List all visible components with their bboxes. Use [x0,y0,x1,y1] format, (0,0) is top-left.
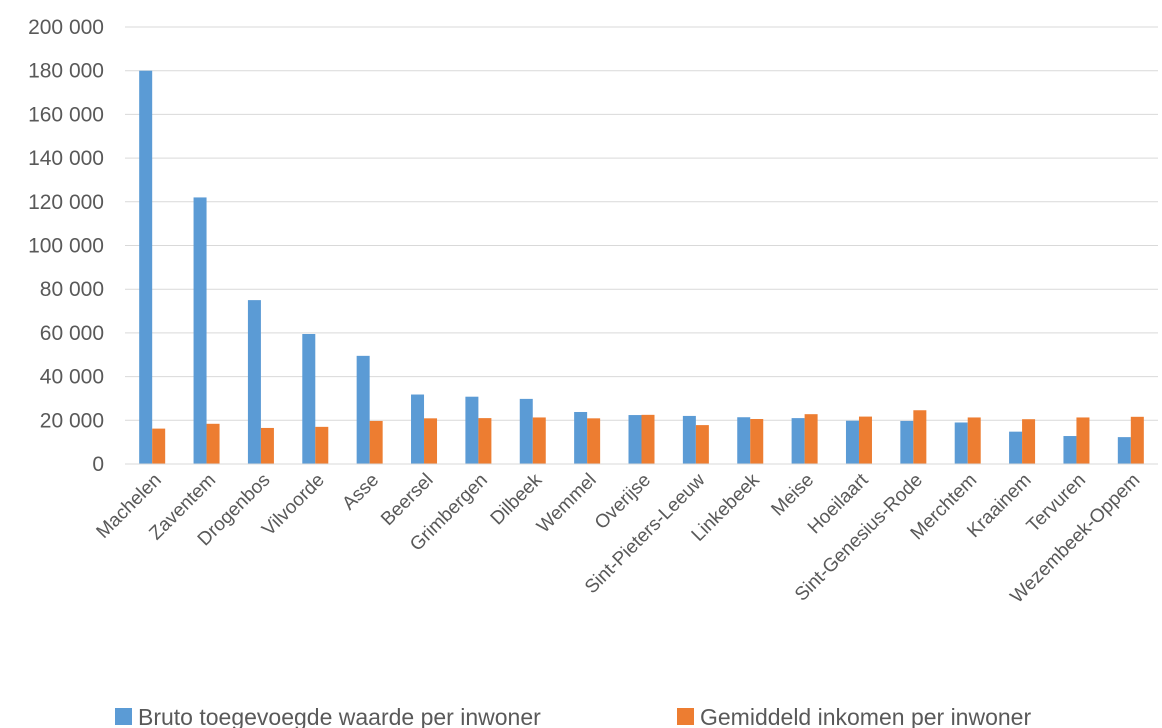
bar-bruto-toegevoegde-waarde [193,197,207,464]
bar-bruto-toegevoegde-waarde [1117,437,1131,464]
bar-bruto-toegevoegde-waarde [574,411,588,464]
bar-bruto-toegevoegde-waarde [954,422,968,464]
legend-swatch [677,708,694,725]
bar-bruto-toegevoegde-waarde [411,394,425,464]
y-tick-label: 20 000 [40,409,104,432]
bar-gemiddeld-inkomen [532,417,546,464]
y-tick-label: 100 000 [28,235,104,258]
x-tick-label: Asse [338,470,383,515]
y-tick-label: 40 000 [40,366,104,389]
bar-bruto-toegevoegde-waarde [791,418,805,464]
y-tick-label: 180 000 [28,60,104,83]
y-tick-label: 0 [92,453,104,476]
bar-bruto-toegevoegde-waarde [845,420,859,464]
bar-bruto-toegevoegde-waarde [139,70,153,464]
bar-gemiddeld-inkomen [750,418,764,464]
bar-gemiddeld-inkomen [913,410,927,464]
bar-gemiddeld-inkomen [858,416,872,464]
bar-bruto-toegevoegde-waarde [628,415,642,464]
bar-gemiddeld-inkomen [424,418,438,464]
y-tick-label: 80 000 [40,278,104,301]
bar-gemiddeld-inkomen [641,414,655,464]
y-axis-labels: 0 20 000 40 000 60 000 80 000 100 000 120 000 1… [28,16,104,476]
legend-swatch [115,708,132,725]
bar-bruto-toegevoegde-waarde [737,417,751,464]
bar-bruto-toegevoegde-waarde [1063,436,1077,464]
bar-gemiddeld-inkomen [206,423,220,464]
bar-bruto-toegevoegde-waarde [302,333,316,464]
bar-bruto-toegevoegde-waarde [356,355,370,464]
bar-gemiddeld-inkomen [587,418,601,464]
y-tick-label: 160 000 [28,103,104,126]
bar-gemiddeld-inkomen [369,420,383,464]
bar-bruto-toegevoegde-waarde [1009,431,1023,464]
bar-gemiddeld-inkomen [152,428,166,464]
bar-gemiddeld-inkomen [478,418,492,464]
legend-label: Gemiddeld inkomen per inwoner [700,704,1031,728]
bar-gemiddeld-inkomen [1076,417,1090,464]
x-tick-label: Wemmel [533,470,601,538]
bar-bruto-toegevoegde-waarde [900,420,914,464]
bar-bruto-toegevoegde-waarde [519,398,533,464]
y-tick-label: 200 000 [28,16,104,39]
bar-gemiddeld-inkomen [315,426,329,464]
legend: Bruto toegevoegde waarde per inwoner Gemi… [115,704,1031,728]
bar-bruto-toegevoegde-waarde [465,396,479,464]
bar-bruto-toegevoegde-waarde [247,300,261,464]
bars [139,70,1144,464]
y-tick-label: 140 000 [28,147,104,170]
legend-label: Bruto toegevoegde waarde per inwoner [138,704,541,728]
x-tick-label: Meise [767,470,818,521]
y-tick-label: 120 000 [28,191,104,214]
gridlines [125,26,1158,421]
bar-gemiddeld-inkomen [804,414,818,464]
bar-bruto-toegevoegde-waarde [682,415,696,464]
bar-gemiddeld-inkomen [1130,416,1144,464]
y-tick-label: 60 000 [40,322,104,345]
bar-gemiddeld-inkomen [967,417,981,464]
bar-gemiddeld-inkomen [695,425,709,464]
bar-gemiddeld-inkomen [1022,419,1036,464]
bar-gemiddeld-inkomen [260,427,274,464]
